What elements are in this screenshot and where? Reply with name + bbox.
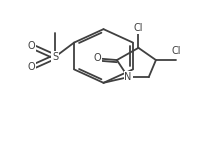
Text: O: O	[28, 62, 35, 72]
Text: O: O	[93, 53, 101, 63]
Text: O: O	[28, 41, 35, 51]
Text: S: S	[52, 52, 58, 62]
Text: Cl: Cl	[133, 23, 143, 33]
Text: Cl: Cl	[171, 46, 180, 56]
Text: N: N	[124, 72, 131, 82]
